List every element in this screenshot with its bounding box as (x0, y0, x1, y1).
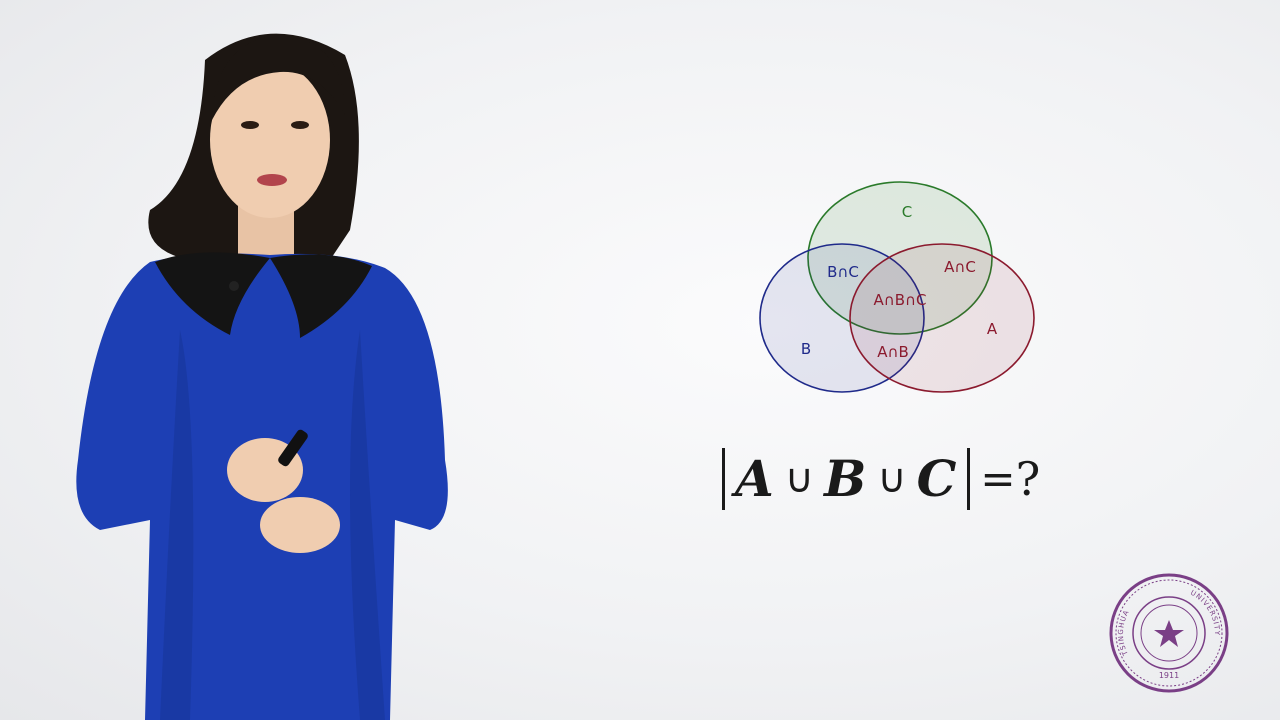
formula-question-mark: ? (1015, 452, 1041, 506)
venn-label-b-and-c: B∩C (827, 263, 859, 281)
union-symbol-1: ∪ (784, 456, 815, 502)
venn-diagram: C B∩C A∩C A∩B∩C A B A∩B (759, 181, 1035, 393)
formula-var-a: A (735, 449, 775, 508)
formula-var-c: C (916, 449, 958, 508)
seal-year: 1911 (1159, 671, 1179, 680)
venn-label-c: C (902, 203, 912, 221)
abs-bar-right (967, 448, 971, 510)
venn-label-a-and-b: A∩B (877, 343, 909, 361)
venn-circle-a (849, 243, 1035, 393)
union-symbol-2: ∪ (877, 456, 907, 502)
venn-circle-b (759, 243, 925, 393)
venn-label-a-and-c: A∩C (944, 258, 976, 276)
university-seal-logo: TSINGHUA UNIVERSITY 1911 (1109, 573, 1229, 693)
venn-label-a-and-b-and-c: A∩B∩C (874, 291, 927, 309)
presenter-figure (76, 33, 448, 720)
formula-equals: = (980, 454, 1016, 503)
venn-label-b: B (801, 340, 811, 358)
union-formula: A ∪ B ∪ C =? (712, 440, 1092, 510)
venn-label-a: A (987, 320, 998, 338)
abs-bar-left (722, 448, 725, 510)
formula-var-b: B (824, 449, 868, 508)
